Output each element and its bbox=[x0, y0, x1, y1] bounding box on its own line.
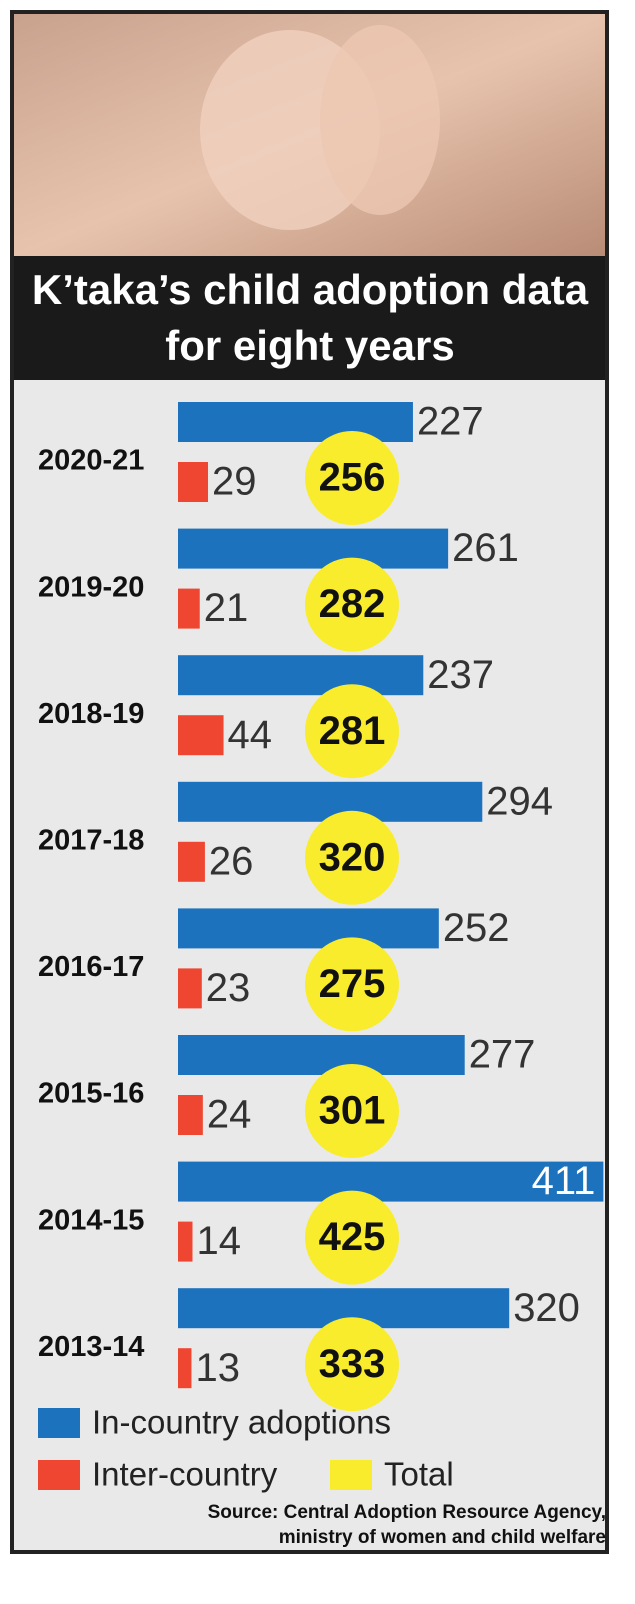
legend-swatch bbox=[38, 1408, 80, 1438]
category-label: 2019-20 bbox=[38, 571, 144, 603]
bar bbox=[178, 462, 209, 502]
value-label: 237 bbox=[427, 653, 494, 697]
total-circle bbox=[305, 684, 399, 779]
bar bbox=[178, 655, 424, 696]
total-label: 333 bbox=[319, 1342, 386, 1386]
legend-label: Inter-country bbox=[92, 1456, 278, 1493]
legend-swatch bbox=[330, 1460, 372, 1490]
category-label: 2013-14 bbox=[38, 1331, 144, 1363]
category-label: 2020-21 bbox=[38, 445, 144, 477]
total-label: 256 bbox=[319, 456, 386, 500]
value-label: 23 bbox=[206, 966, 251, 1010]
bar bbox=[178, 1221, 193, 1262]
total-circle bbox=[305, 431, 399, 525]
total-label: 320 bbox=[319, 835, 386, 879]
value-label: 320 bbox=[513, 1286, 580, 1330]
total-circle bbox=[305, 1317, 399, 1412]
legend-swatch bbox=[38, 1460, 80, 1490]
value-label: 411 bbox=[532, 1159, 596, 1203]
bar bbox=[178, 1348, 192, 1389]
bar bbox=[178, 781, 483, 822]
photo-detail bbox=[320, 25, 440, 215]
bar bbox=[178, 841, 205, 882]
value-label: 21 bbox=[204, 586, 249, 630]
value-label: 13 bbox=[195, 1346, 240, 1390]
bar bbox=[178, 588, 200, 629]
plot: 2020-21 227 29 256 2019-20 261 21 282 2018-19 237… bbox=[38, 400, 604, 1493]
value-label: 14 bbox=[196, 1219, 241, 1263]
bar bbox=[178, 715, 224, 756]
value-label: 26 bbox=[209, 839, 254, 883]
category-label: 2014-15 bbox=[38, 1204, 144, 1236]
bar bbox=[178, 1095, 203, 1135]
total-circle bbox=[305, 1190, 399, 1285]
total-label: 282 bbox=[319, 582, 386, 626]
legend-label: In-country adoptions bbox=[92, 1404, 391, 1441]
total-label: 275 bbox=[319, 962, 386, 1006]
total-circle bbox=[305, 810, 399, 905]
value-label: 261 bbox=[452, 526, 519, 570]
value-label: 44 bbox=[228, 713, 272, 757]
bar bbox=[178, 1161, 604, 1202]
bar bbox=[178, 1035, 465, 1075]
source: Source: Central Adoption Resource Agency… bbox=[207, 1502, 606, 1548]
title-box bbox=[14, 256, 605, 380]
bar bbox=[178, 528, 449, 569]
bar bbox=[178, 908, 439, 949]
category-label: 2018-19 bbox=[38, 698, 144, 730]
total-label: 281 bbox=[319, 709, 386, 753]
total-label: 425 bbox=[319, 1215, 386, 1259]
total-circle bbox=[305, 1064, 399, 1158]
legend-label: Total bbox=[384, 1456, 454, 1493]
chart-title: K’taka’s child adoption data for eight y… bbox=[31, 266, 589, 369]
value-label: 24 bbox=[207, 1093, 252, 1137]
value-label: 252 bbox=[443, 906, 510, 950]
category-label: 2017-18 bbox=[38, 824, 144, 856]
bar bbox=[178, 402, 413, 442]
total-circle bbox=[305, 557, 399, 652]
category-label: 2016-17 bbox=[38, 951, 144, 983]
bar bbox=[178, 968, 202, 1009]
total-label: 301 bbox=[319, 1089, 386, 1133]
category-label: 2015-16 bbox=[38, 1078, 144, 1110]
value-label: 29 bbox=[212, 460, 257, 504]
total-circle bbox=[305, 937, 399, 1032]
value-label: 294 bbox=[486, 779, 553, 823]
value-label: 277 bbox=[469, 1033, 536, 1077]
value-label: 227 bbox=[417, 400, 484, 444]
